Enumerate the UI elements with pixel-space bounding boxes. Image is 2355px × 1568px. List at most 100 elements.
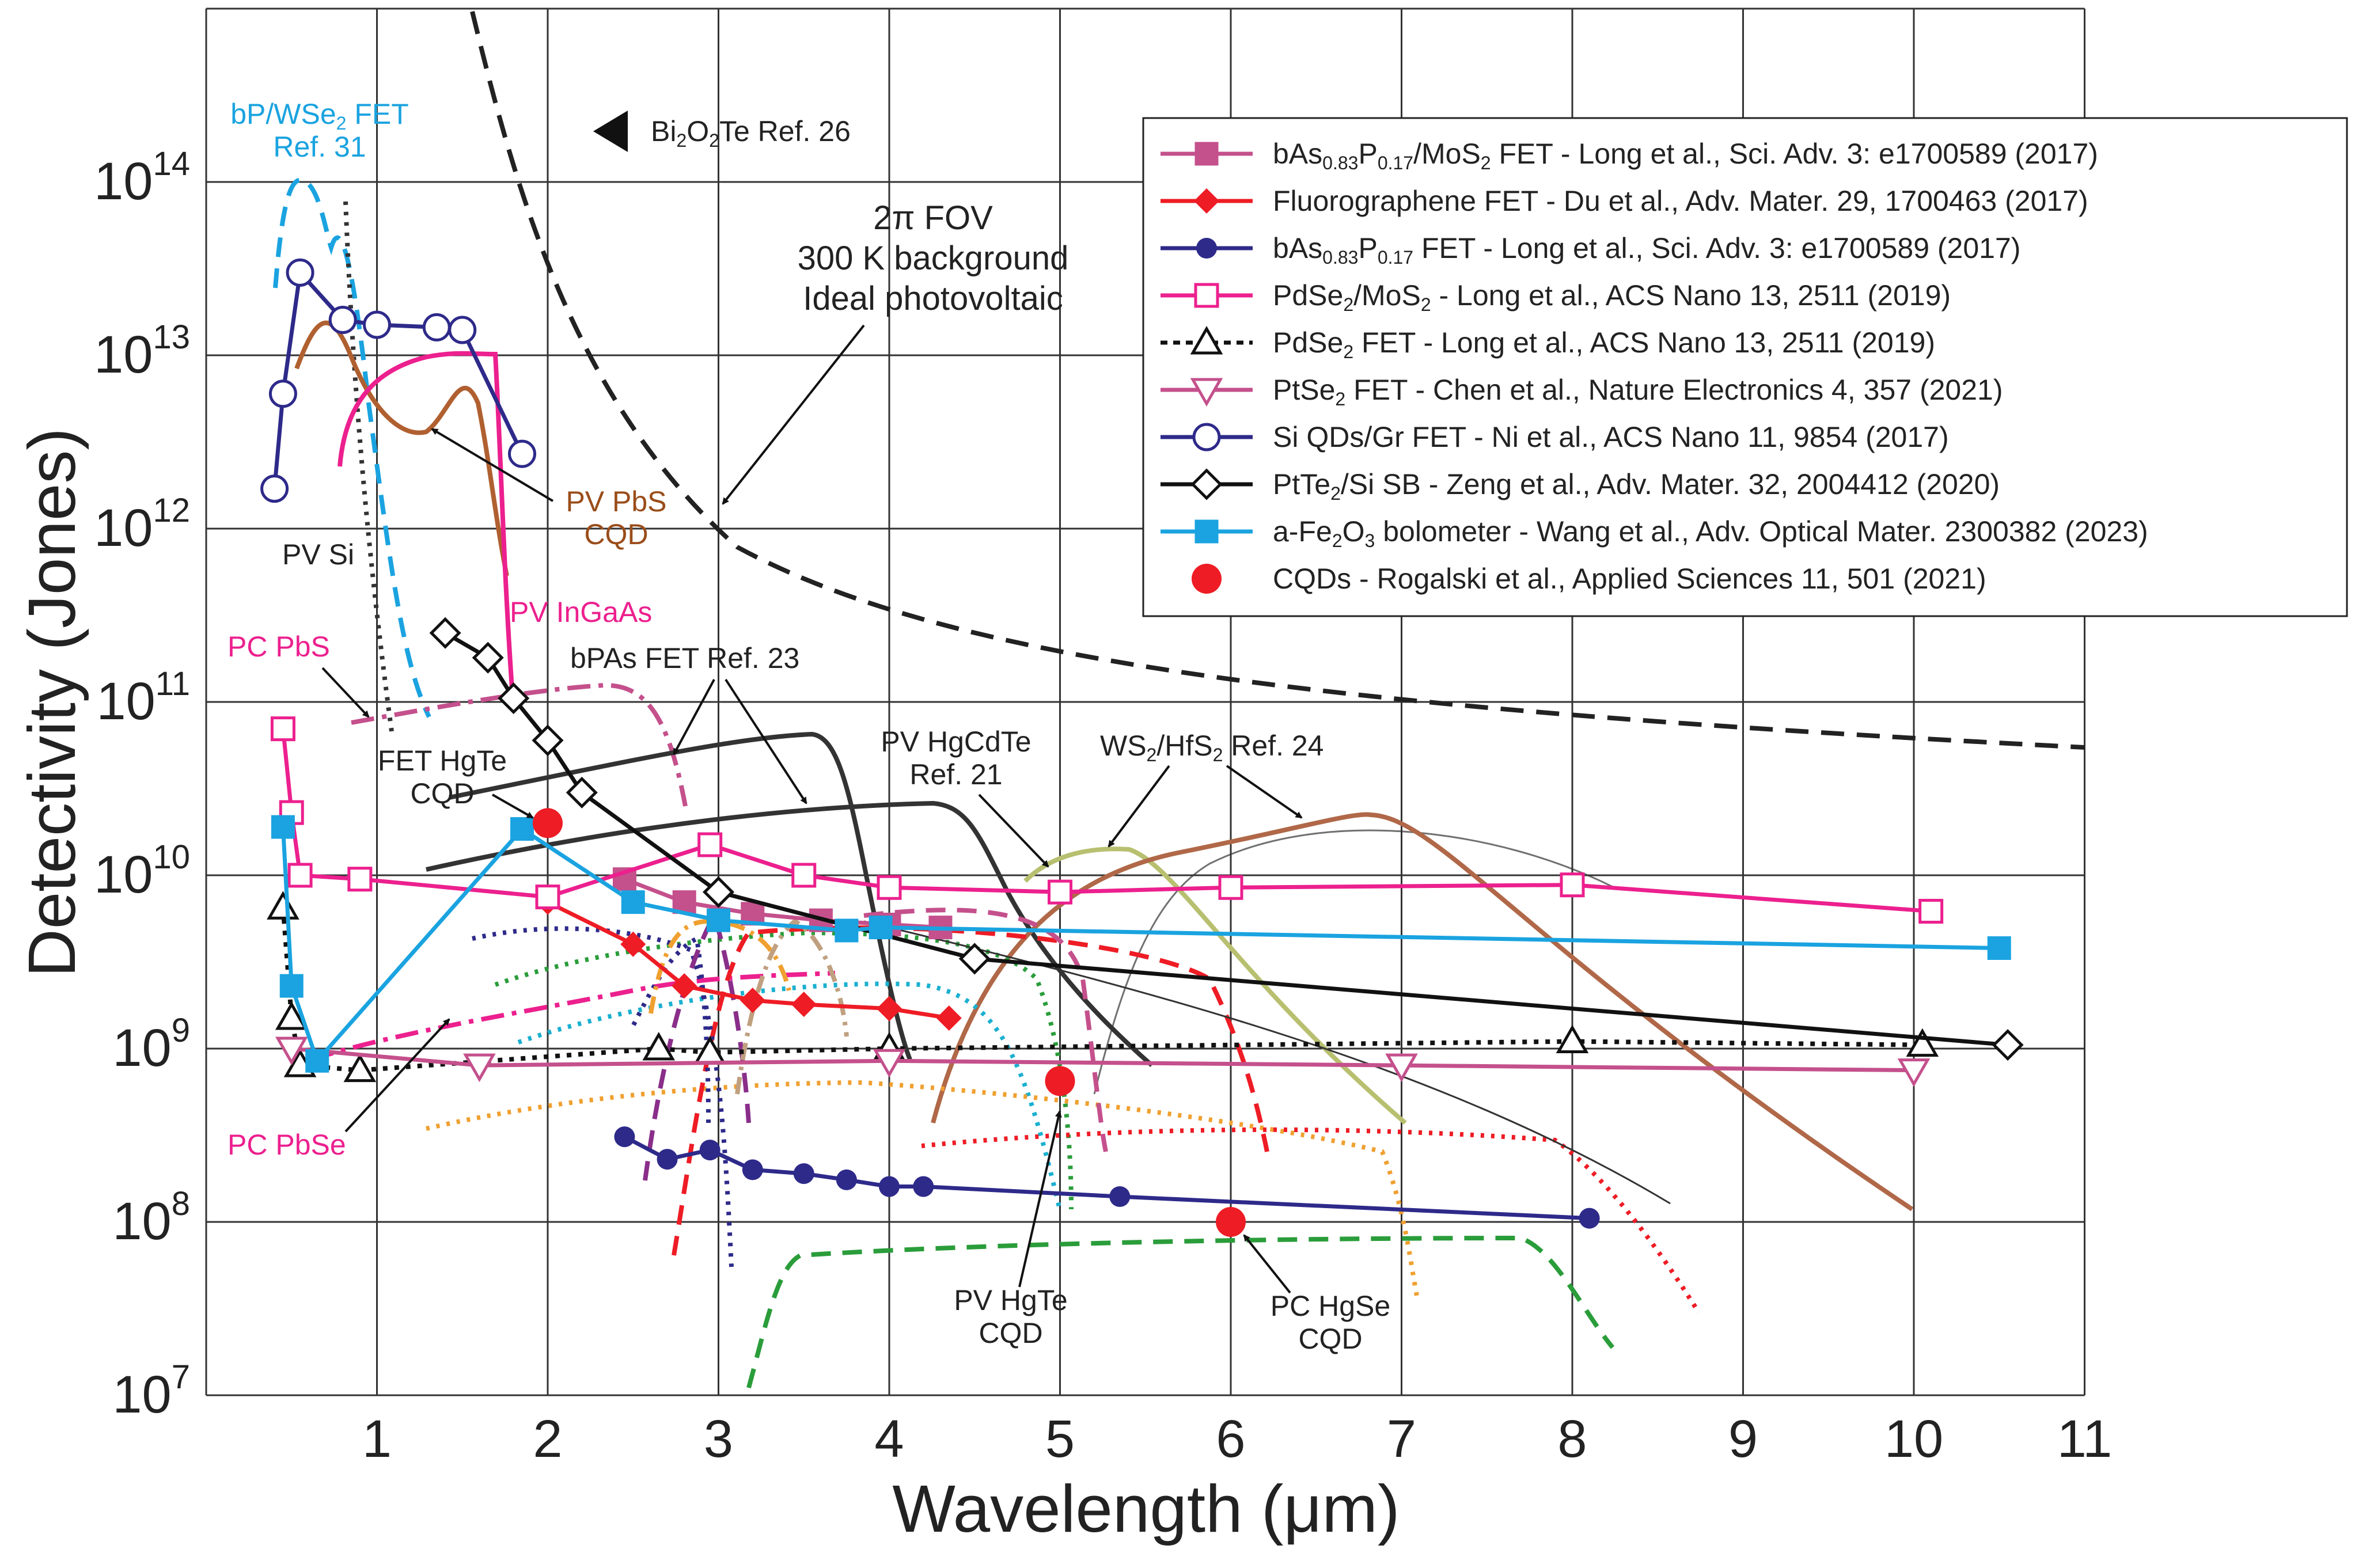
legend-label: CQDs - Rogalski et al., Applied Sciences… [1273,563,1986,595]
x-tick-label: 8 [1557,1410,1587,1468]
data-point [1218,875,1243,900]
dotted-red-1 [921,1127,1701,1315]
annot-ws2-hfs2: WS2/HfS2 Ref. 24 [1100,730,1324,765]
x-tick-label: 4 [874,1410,904,1468]
y-tick-label: 1010 [94,838,190,904]
legend-entry: a-Fe2O3 bolometer - Wang et al., Adv. Op… [1161,515,2148,551]
y-tick-label: 108 [112,1185,190,1251]
ideal-pv-limit-curve [470,11,2085,750]
data-point [642,1031,676,1061]
annot-pv-ingaas: PV InGaAs [510,596,652,628]
bi2o2te-marker [593,111,628,152]
annot-fov-1: 2π FOV [873,199,993,237]
legend-entry: Fluorographene FET - Du et al., Adv. Mat… [1161,185,2088,217]
data-point [621,890,645,914]
data-point [672,973,697,999]
data-point [1992,1029,2024,1061]
y-axis-label: Detectivity (Jones) [14,428,89,977]
data-point [510,817,534,841]
annot-bp-wse2: bP/WSe2 FET [230,98,409,134]
data-point [1987,936,2011,960]
series-line [623,1135,1590,1221]
data-point [742,1159,763,1180]
annot-pc-hgse-1: PC HgSe [1271,1290,1390,1322]
x-tick-label: 3 [704,1410,733,1468]
data-point [305,1049,329,1073]
data-point [836,1169,857,1190]
legend-entry: Si QDs/Gr FET - Ni et al., ACS Nano 11, … [1161,421,1949,453]
series-9 [271,815,2011,1073]
data-point [1048,879,1072,905]
data-point [1560,872,1585,898]
data-point [702,876,735,908]
data-point [286,258,314,287]
data-point [463,1053,496,1083]
data-point [614,1126,635,1148]
legend-marker [1196,238,1217,259]
data-point [279,974,304,998]
data-point [913,1176,934,1197]
data-point [343,1053,377,1083]
y-tick-label: 1014 [94,145,190,211]
annot-bp-wse2-ref: Ref. 31 [273,131,366,163]
data-point [1556,1024,1589,1054]
annot-bi2o2te: Bi2O2Te Ref. 26 [651,115,851,151]
fov-arrow [722,324,865,505]
annot-fov-3: Ideal photovoltaic [803,280,1063,317]
x-tick-labels: 1 2 3 4 5 6 7 8 9 10 11 [362,1410,2112,1468]
legend-frame [1142,117,2348,617]
legend-label: a-Fe2O3 bolometer - Wang et al., Adv. Op… [1273,515,2148,551]
pv-si-curve [343,201,394,732]
data-point [1385,1053,1418,1083]
legend-marker [1194,142,1219,166]
data-point [835,918,859,943]
data-point [1045,1066,1075,1096]
annot-pv-hgcdte-1: PV HgCdTe [881,726,1031,758]
annot-pv-pbs-1: PV PbS [566,485,666,518]
data-point [873,1049,906,1078]
dashed-green-1 [746,1235,1615,1389]
ws2-hfs2-curve-1 [1023,846,1407,1125]
data-point [472,641,504,674]
pv-ingaas-curve [337,351,515,697]
legend-entry: bAs0.83P0.17/MoS2 FET - Long et al., Sci… [1161,138,2098,173]
series-6 [275,1037,1931,1087]
pc-pbs-curve [351,682,688,807]
annot-pc-pbse: PC PbSe [227,1129,346,1161]
dotted-cyan-1 [517,981,1062,1210]
series-8 [429,617,2024,1061]
data-point [271,815,295,839]
data-point [1918,898,1944,924]
pv-hgcdte-arrow [978,794,1049,868]
data-point [877,996,902,1022]
data-point [1216,1207,1246,1237]
ws2-arrow-2 [1226,765,1303,819]
x-tick-label: 1 [362,1410,392,1468]
series-7 [260,258,537,503]
y-tick-label: 1013 [94,318,190,384]
annot-fet-hgte-1: FET HgTe [378,745,507,777]
legend-marker [1190,468,1223,500]
pv-pbs-arrow [431,428,554,502]
data-point [363,310,391,339]
data-point [328,306,357,335]
data-point [620,931,646,957]
x-tick-label: 2 [533,1410,562,1468]
legend-entry: PtSe2 FET - Chen et al., Nature Electron… [1161,374,2003,409]
pc-pbse-curve [310,971,836,1062]
bpas-arrow-2 [725,678,807,804]
annotations: bP/WSe2 FET Ref. 31 Bi2O2Te Ref. 26 2π F… [227,98,1390,1355]
data-point [267,891,299,920]
dotted-purple-2 [631,935,711,1123]
data-point [535,884,560,910]
data-point [1109,1186,1131,1208]
ws2-arrow-1 [1108,765,1170,848]
y-tick-label: 1011 [96,665,190,731]
data-point [869,916,893,940]
annot-bpas: bPAs FET Ref. 23 [570,642,799,674]
legend-entry: PdSe2/MoS2 - Long et al., ACS Nano 13, 2… [1161,279,1951,315]
data-point [498,682,530,715]
legend-marker [1192,564,1222,594]
x-tick-label: 7 [1387,1410,1416,1468]
legend-entry: CQDs - Rogalski et al., Applied Sciences… [1192,563,1986,595]
